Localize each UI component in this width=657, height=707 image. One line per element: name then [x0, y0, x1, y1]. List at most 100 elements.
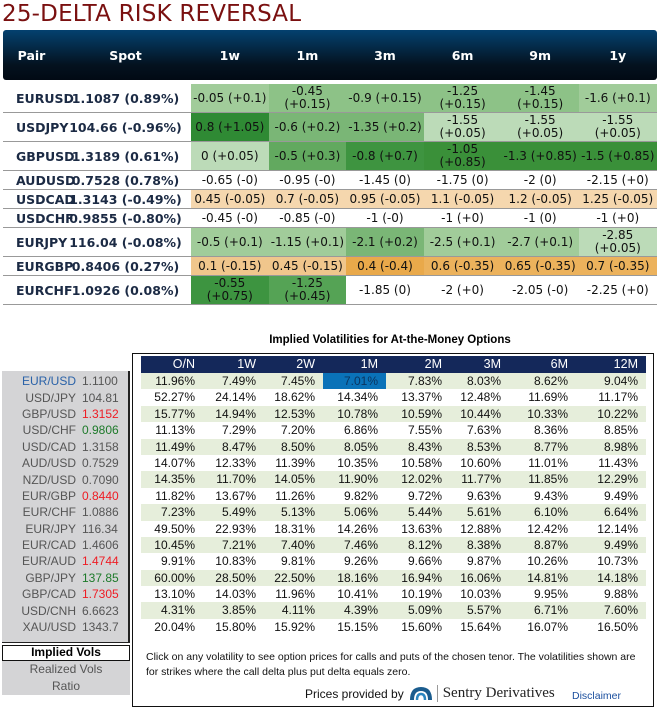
vol-cell[interactable]: 16.06% — [460, 570, 501, 585]
vol-cell[interactable]: 10.03% — [460, 587, 501, 602]
vol-cell[interactable]: 13.37% — [401, 390, 442, 405]
spot-pair[interactable]: XAU/USD — [22, 620, 76, 635]
vol-cell[interactable]: 16.50% — [597, 619, 638, 634]
spot-pair[interactable]: EUR/JPY — [25, 521, 76, 536]
vol-cell[interactable]: 12.29% — [597, 472, 638, 487]
vol-cell[interactable]: 12.53% — [274, 406, 315, 421]
spot-pair[interactable]: EUR/AUD — [21, 554, 76, 569]
vol-cell[interactable]: 10.58% — [401, 455, 442, 470]
vol-cell[interactable]: 10.78% — [337, 406, 378, 421]
vol-cell[interactable]: 5.13% — [280, 505, 315, 520]
vol-cell[interactable]: 12.14% — [597, 521, 638, 536]
vol-cell[interactable]: 3.85% — [221, 603, 256, 618]
vol-cell[interactable]: 11.77% — [461, 472, 501, 487]
vol-cell[interactable]: 5.06% — [343, 505, 378, 520]
vol-cell[interactable]: 10.59% — [401, 406, 442, 421]
vol-cell[interactable]: 8.47% — [221, 439, 256, 454]
spot-row[interactable]: GBP/CAD 1.7305 — [2, 586, 128, 602]
vol-cell[interactable]: 20.04% — [154, 619, 195, 634]
vol-cell[interactable]: 11.96% — [275, 587, 315, 602]
spot-pair[interactable]: EUR/CHF — [22, 505, 76, 520]
vol-cell[interactable]: 8.77% — [533, 439, 568, 454]
vol-cell[interactable]: 8.03% — [466, 374, 501, 388]
vol-cell[interactable]: 12.88% — [460, 521, 501, 536]
vol-cell[interactable]: 10.60% — [460, 455, 501, 470]
vol-cell[interactable]: 7.83% — [407, 374, 442, 388]
vol-cell[interactable]: 9.91% — [160, 554, 195, 569]
spot-pair[interactable]: EUR/CAD — [21, 538, 76, 553]
vol-cell[interactable]: 5.57% — [466, 603, 501, 618]
spot-row[interactable]: EUR/GBP 0.8440 — [2, 488, 128, 504]
vol-cell[interactable]: 10.83% — [215, 554, 256, 569]
vol-cell[interactable]: 10.33% — [527, 406, 568, 421]
vol-cell[interactable]: 9.82% — [343, 488, 378, 503]
vol-cell[interactable]: 60.00% — [154, 570, 195, 585]
vol-cell[interactable]: 22.50% — [274, 570, 315, 585]
spot-row[interactable]: GBP/USD 1.3152 — [2, 406, 128, 422]
vol-cell[interactable]: 7.29% — [221, 423, 256, 438]
vol-cell[interactable]: 7.21% — [221, 537, 256, 552]
vol-cell[interactable]: 18.16% — [337, 570, 378, 585]
vol-cell[interactable]: 11.01% — [528, 455, 568, 470]
vol-cell[interactable]: 8.98% — [603, 439, 638, 454]
vol-cell[interactable]: 10.41% — [337, 587, 378, 602]
vol-cell[interactable]: 15.60% — [401, 619, 442, 634]
vol-cell[interactable]: 7.60% — [603, 603, 638, 618]
vol-cell[interactable]: 12.42% — [527, 521, 568, 536]
vol-cell[interactable]: 7.55% — [407, 423, 442, 438]
vol-cell[interactable]: 8.43% — [407, 439, 442, 454]
vol-cell[interactable]: 10.73% — [597, 554, 638, 569]
disclaimer-link[interactable]: Disclaimer — [572, 690, 622, 702]
vol-cell[interactable]: 11.90% — [338, 472, 378, 487]
vol-cell[interactable]: 5.61% — [466, 505, 501, 520]
vol-cell[interactable]: 8.85% — [603, 423, 638, 438]
spot-row[interactable]: AUD/USD 0.7529 — [2, 455, 128, 471]
vol-cell[interactable]: 11.85% — [528, 472, 568, 487]
vol-cell[interactable]: 49.50% — [154, 521, 195, 536]
vol-cell[interactable]: 15.64% — [460, 619, 501, 634]
vol-cell[interactable]: 4.31% — [160, 603, 195, 618]
column-header-1y[interactable]: 1y — [609, 47, 627, 63]
vol-cell[interactable]: 5.44% — [407, 505, 442, 520]
spot-row[interactable]: GBP/JPY 137.85 — [2, 570, 128, 586]
column-header-9m[interactable]: 9m — [529, 47, 552, 63]
vol-cell[interactable]: 5.49% — [221, 505, 256, 520]
vol-cell[interactable]: 9.49% — [603, 537, 638, 552]
vol-cell[interactable]: 14.07% — [154, 455, 195, 470]
vol-cell[interactable]: 16.07% — [527, 619, 568, 634]
column-header-3m[interactable]: 3m — [374, 47, 396, 63]
vol-cell[interactable]: 15.80% — [215, 619, 256, 634]
vol-cell[interactable]: 11.49% — [155, 439, 195, 454]
vol-cell[interactable]: 14.81% — [527, 570, 568, 585]
spot-row[interactable]: EUR/CHF 1.0886 — [2, 504, 128, 520]
vol-cell[interactable]: 10.22% — [597, 406, 638, 421]
vol-cell[interactable]: 11.82% — [155, 488, 195, 503]
spot-pair[interactable]: USD/CAD — [21, 439, 76, 454]
vol-cell[interactable]: 11.26% — [275, 488, 315, 503]
vol-cell[interactable]: 9.63% — [466, 488, 501, 503]
vol-cell[interactable]: 7.46% — [343, 537, 378, 552]
vol-cell[interactable]: 14.03% — [215, 587, 256, 602]
vol-cell[interactable]: 9.43% — [533, 488, 568, 503]
vol-cell[interactable]: 9.04% — [603, 374, 638, 388]
vol-cell[interactable]: 9.88% — [603, 587, 638, 602]
vol-cell[interactable]: 8.50% — [280, 439, 315, 454]
spot-pair[interactable]: EUR/USD — [21, 374, 76, 389]
vol-cell[interactable]: 22.93% — [215, 521, 256, 536]
vol-cell[interactable]: 8.12% — [407, 537, 442, 552]
vol-cell[interactable]: 9.81% — [280, 554, 315, 569]
tab-realized-vols[interactable]: Realized Vols — [2, 661, 130, 678]
vol-cell[interactable]: 8.87% — [533, 537, 568, 552]
spot-row[interactable]: EUR/AUD 1.4744 — [2, 553, 128, 569]
vol-cell[interactable]: 8.05% — [343, 439, 378, 454]
vol-cell[interactable]: 15.77% — [154, 406, 195, 421]
column-header-1w[interactable]: 1w — [219, 47, 240, 63]
vol-cell[interactable]: 14.35% — [154, 472, 195, 487]
vol-cell[interactable]: 24.14% — [215, 390, 256, 405]
vol-cell[interactable]: 12.02% — [401, 472, 442, 487]
vol-cell[interactable]: 13.67% — [215, 488, 256, 503]
vol-cell[interactable]: 11.96% — [155, 374, 195, 388]
spot-pair[interactable]: EUR/GBP — [21, 488, 76, 503]
vol-cell[interactable]: 7.45% — [280, 374, 315, 388]
vol-cell[interactable]: 15.15% — [337, 619, 378, 634]
